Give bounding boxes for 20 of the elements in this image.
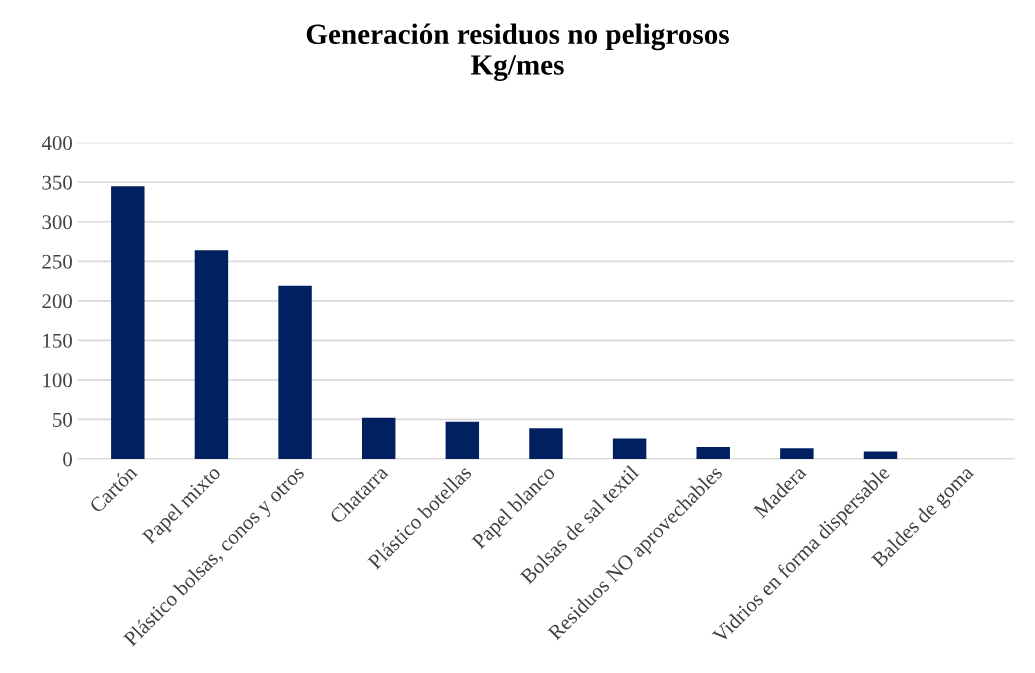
bar xyxy=(111,186,145,459)
bar xyxy=(445,421,480,459)
y-tick-label: 50 xyxy=(53,412,72,427)
y-tick-label: 0 xyxy=(63,452,72,467)
bar xyxy=(361,417,396,459)
chart-title: Generación residuos no peligrosos Kg/mes xyxy=(306,23,729,81)
y-tick-label: 350 xyxy=(42,175,72,190)
y-tick-label: 250 xyxy=(42,254,72,269)
bar xyxy=(278,285,312,459)
y-tick-label: 300 xyxy=(42,215,72,230)
bar xyxy=(612,438,647,459)
bar xyxy=(194,250,229,459)
bar xyxy=(696,447,730,459)
y-tick-label: 100 xyxy=(43,373,72,388)
bar xyxy=(780,448,814,459)
y-tick-label: 200 xyxy=(42,294,72,309)
y-tick-label: 400 xyxy=(41,136,72,151)
bar xyxy=(863,451,898,459)
y-tick-label: 150 xyxy=(43,333,72,348)
bar xyxy=(529,428,563,459)
